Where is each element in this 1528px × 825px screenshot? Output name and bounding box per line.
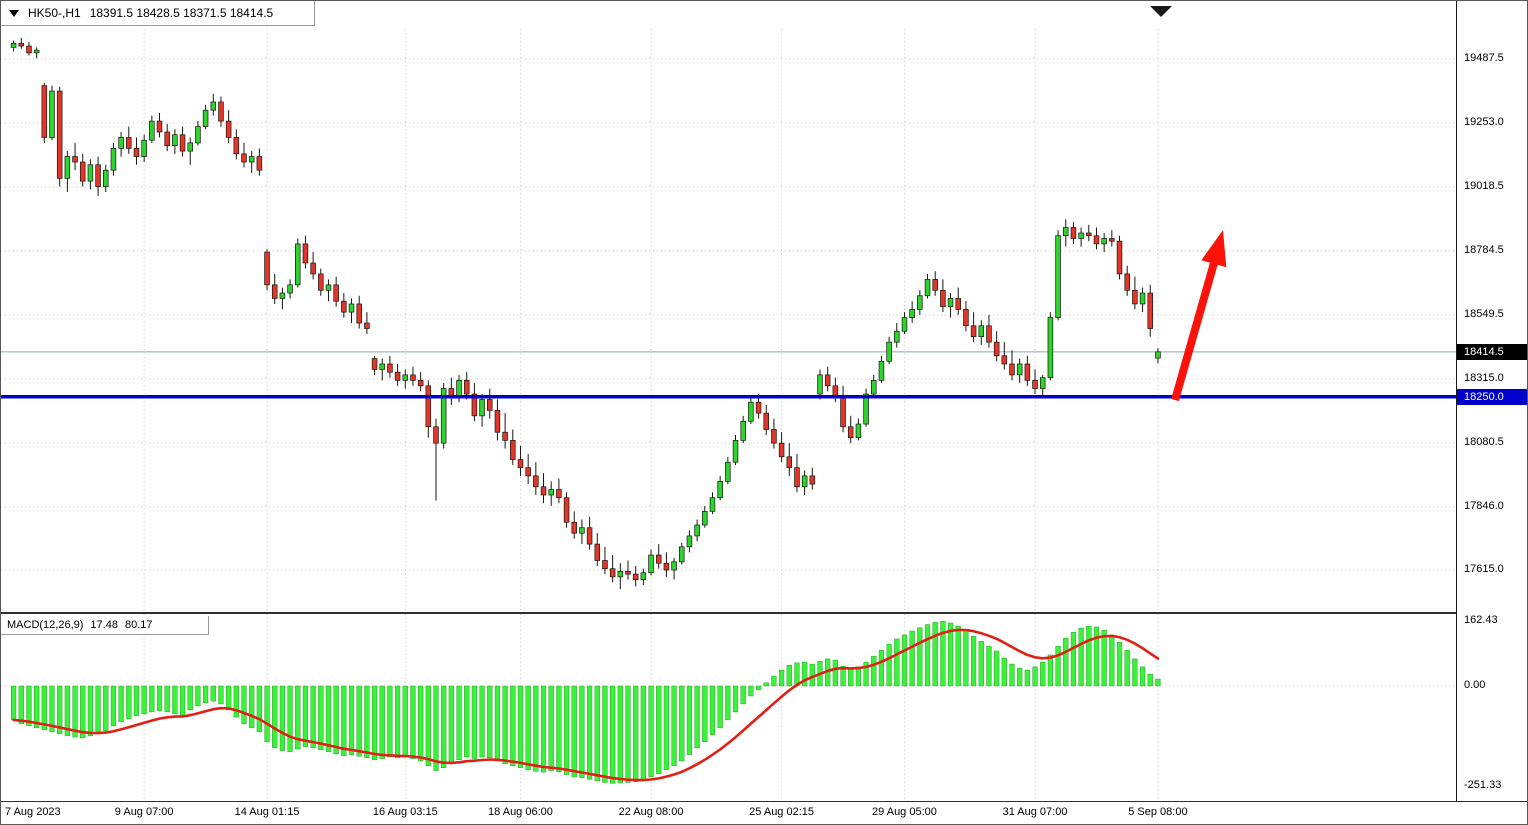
current-price-tag: 18414.5 [1457, 343, 1527, 360]
price-axis-label: 18549.5 [1464, 308, 1504, 320]
price-axis[interactable]: 19487.5 19253.0 19018.5 18784.5 18549.5 … [1456, 1, 1527, 801]
time-axis-label: 29 Aug 05:00 [872, 806, 937, 818]
macd-indicator-label: MACD(12,26,9) [7, 619, 84, 631]
time-axis[interactable]: 7 Aug 2023 9 Aug 07:00 14 Aug 01:15 16 A… [1, 803, 1456, 824]
price-axis-label: 19253.0 [1464, 116, 1504, 128]
macd-signal-value: 80.17 [124, 619, 153, 631]
time-axis-label: 5 Sep 08:00 [1128, 806, 1188, 818]
price-axis-label: 19487.5 [1464, 52, 1504, 64]
price-axis-label: 17615.0 [1464, 563, 1504, 576]
trend-arrow[interactable] [1171, 230, 1227, 402]
autoscroll-triangle [1150, 6, 1172, 17]
time-axis-label: 22 Aug 08:00 [618, 806, 684, 818]
macd-axis-label: -251.33 [1464, 779, 1502, 792]
autoscroll-icon[interactable] [1147, 5, 1175, 19]
symbol-dropdown-icon[interactable] [9, 9, 19, 17]
ohlc-values: 18391.5 18428.5 18371.5 18414.5 [89, 6, 274, 20]
time-axis-label: 14 Aug 01:15 [234, 806, 300, 818]
price-chart-canvas[interactable] [1, 1, 1456, 612]
support-price-tag: 18250.0 [1457, 388, 1527, 405]
price-axis-label: 17846.0 [1464, 500, 1504, 512]
macd-signal-line [12, 628, 1160, 782]
time-axis-label: 18 Aug 06:00 [488, 806, 553, 818]
time-axis-separator [1, 801, 1527, 802]
time-axis-label: 7 Aug 2023 [5, 806, 61, 818]
price-axis-label: 18080.5 [1464, 436, 1504, 448]
panel-separator[interactable] [1, 612, 1527, 614]
price-axis-label: 19018.5 [1464, 180, 1504, 192]
macd-axis-label: 162.43 [1464, 614, 1498, 627]
price-axis-label: 18784.5 [1464, 243, 1504, 256]
time-axis-label: 31 Aug 07:00 [1002, 806, 1068, 818]
macd-axis-label: 0.00 [1464, 679, 1486, 691]
macd-grid-layer [1, 614, 1456, 801]
price-axis-label: 18315.0 [1464, 372, 1504, 384]
symbol-timeframe-label: HK50-,H1 [28, 6, 81, 20]
macd-chart-canvas[interactable] [1, 614, 1456, 801]
chart-legend: HK50-,H1 18391.5 18428.5 18371.5 18414.5 [1, 1, 315, 26]
time-axis-label: 25 Aug 02:15 [749, 806, 815, 818]
macd-legend: MACD(12,26,9) 17.48 80.17 [1, 616, 209, 635]
macd-main-value: 17.48 [90, 619, 118, 631]
candles-layer [10, 37, 1161, 590]
time-axis-label: 16 Aug 03:15 [372, 806, 438, 818]
macd-histogram [10, 620, 1161, 784]
time-axis-label: 9 Aug 07:00 [114, 806, 174, 818]
